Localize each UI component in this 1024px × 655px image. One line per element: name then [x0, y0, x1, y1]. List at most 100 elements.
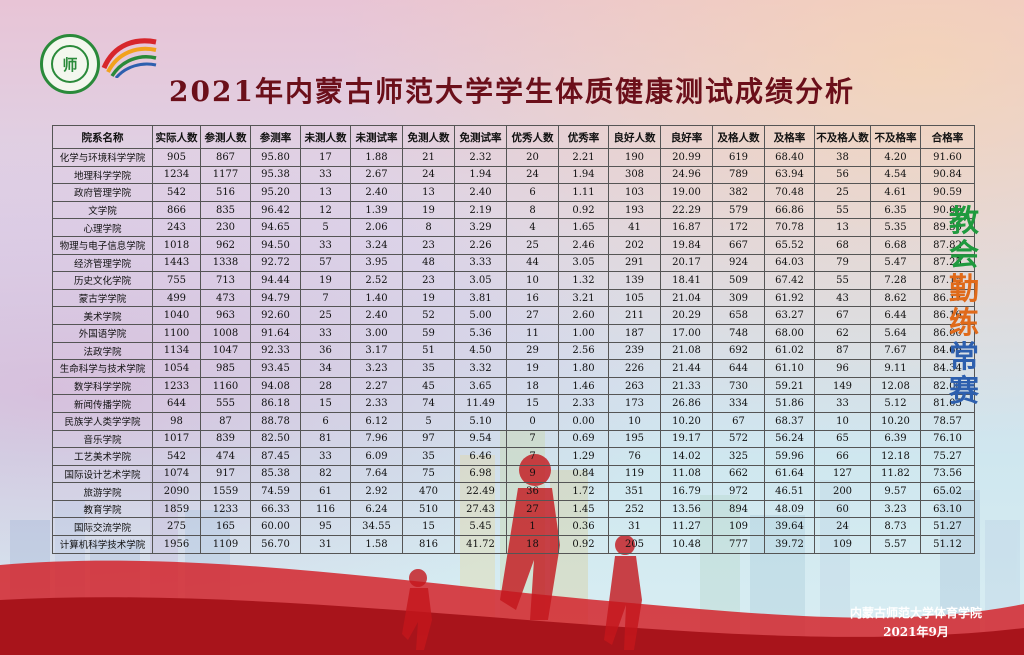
table-body: 化学与环境科学学院 905 867 95.80 17 1.88 21 2.32 20 2.21 19…	[52, 148, 975, 554]
department-name-cell: 经济管理学院	[52, 253, 153, 273]
department-name-cell: 美术学院	[52, 306, 153, 325]
table-cell: 127	[814, 464, 871, 484]
table-cell: 4.54	[870, 165, 921, 185]
table-cell: 41	[608, 218, 661, 237]
table-cell: 252	[608, 499, 661, 519]
table-row: 工艺美术学院 542 474 87.45 33 6.09 35 6.46 7 1.29 76 14.0…	[52, 447, 975, 466]
table-cell: 149	[814, 376, 871, 396]
table-cell: 13	[814, 218, 871, 237]
slogan-char: 赛	[949, 374, 979, 409]
table-cell: 230	[200, 218, 251, 237]
table-cell: 1054	[152, 359, 201, 378]
table-cell: 94.08	[250, 376, 301, 396]
table-cell: 23	[402, 271, 455, 290]
table-cell: 39.72	[764, 535, 815, 554]
table-cell: 1.94	[558, 165, 609, 185]
table-cell: 65	[814, 429, 871, 449]
table-cell: 34	[300, 359, 351, 378]
table-cell: 2.46	[558, 235, 609, 255]
table-cell: 499	[152, 288, 201, 308]
table-cell: 76.10	[920, 429, 975, 449]
table-cell: 1338	[200, 253, 251, 273]
table-cell: 68	[814, 235, 871, 255]
table-cell: 103	[608, 183, 661, 202]
table-cell: 73.56	[920, 464, 975, 484]
table-cell: 1.72	[558, 482, 609, 501]
table-cell: 16	[506, 288, 559, 308]
table-cell: 3.32	[454, 359, 507, 378]
table-cell: 35	[402, 447, 455, 466]
table-cell: 39.64	[764, 517, 815, 537]
table-cell: 894	[712, 499, 765, 519]
table-cell: 139	[608, 271, 661, 290]
table-cell: 474	[200, 447, 251, 466]
department-name-cell: 法政学院	[52, 341, 153, 361]
table-cell: 662	[712, 464, 765, 484]
table-cell: 470	[402, 482, 455, 501]
table-cell: 33	[300, 165, 351, 185]
department-name-cell: 化学与环境科学学院	[52, 148, 153, 167]
table-cell: 87.82	[920, 235, 975, 255]
table-cell: 5.64	[870, 323, 921, 343]
table-cell: 1134	[152, 341, 201, 361]
table-cell: 26.86	[660, 394, 713, 413]
table-cell: 555	[200, 394, 251, 413]
table-row: 国际设计艺术学院 1074 917 85.38 82 7.64 75 6.98 9 0.84 119…	[52, 464, 975, 484]
table-cell: 66.86	[764, 200, 815, 220]
table-cell: 1074	[152, 464, 201, 484]
table-cell: 905	[152, 148, 201, 167]
table-cell: 15	[506, 394, 559, 413]
table-cell: 1.46	[558, 376, 609, 396]
table-cell: 5	[402, 411, 455, 431]
table-cell: 1.40	[350, 288, 403, 308]
table-cell: 1.94	[454, 165, 507, 185]
table-cell: 692	[712, 341, 765, 361]
column-header: 未测人数	[300, 125, 351, 149]
table-cell: 21.44	[660, 359, 713, 378]
department-name-cell: 外国语学院	[52, 323, 153, 343]
table-cell: 5.12	[870, 394, 921, 413]
slogan-char: 常	[949, 340, 979, 375]
table-cell: 6.68	[870, 235, 921, 255]
table-cell: 18	[506, 535, 559, 554]
column-header: 良好人数	[608, 125, 661, 149]
table-cell: 82.50	[250, 429, 301, 449]
table-cell: 4.61	[870, 183, 921, 202]
table-cell: 211	[608, 306, 661, 325]
table-cell: 924	[712, 253, 765, 273]
table-cell: 1008	[200, 323, 251, 343]
table-cell: 7	[300, 288, 351, 308]
department-name-cell: 计算机科学技术学院	[52, 535, 153, 554]
results-table: 院系名称 实际人数 参测人数 参测率 未测人数 未测试率 免测人数 免测试率 优秀人数 优秀率 良好…	[52, 125, 975, 554]
table-cell: 19.17	[660, 429, 713, 449]
table-cell: 33	[300, 323, 351, 343]
table-cell: 572	[712, 429, 765, 449]
table-cell: 2.06	[350, 218, 403, 237]
table-cell: 70.78	[764, 218, 815, 237]
table-cell: 70.48	[764, 183, 815, 202]
table-cell: 2.40	[350, 306, 403, 325]
table-cell: 63.27	[764, 306, 815, 325]
table-cell: 1040	[152, 306, 201, 325]
table-cell: 109	[814, 535, 871, 554]
table-cell: 1.65	[558, 218, 609, 237]
footer: 内蒙古师范大学体育学院 2021年9月	[850, 604, 982, 642]
table-cell: 24.96	[660, 165, 713, 185]
column-header: 及格人数	[712, 125, 765, 149]
table-cell: 9	[506, 464, 559, 484]
department-name-cell: 文学院	[52, 200, 153, 220]
table-cell: 55	[814, 271, 871, 290]
table-cell: 202	[608, 235, 661, 255]
table-cell: 755	[152, 271, 201, 290]
table-cell: 43	[814, 288, 871, 308]
table-cell: 19.84	[660, 235, 713, 255]
table-cell: 86.18	[250, 394, 301, 413]
slogan-char: 练	[949, 306, 979, 341]
table-cell: 91.60	[920, 148, 975, 167]
table-cell: 3.33	[454, 253, 507, 273]
table-cell: 56.24	[764, 429, 815, 449]
table-row: 蒙古学学院 499 473 94.79 7 1.40 19 3.81 16 3.21 105 21.0…	[52, 288, 975, 308]
table-cell: 0.92	[558, 200, 609, 220]
table-cell: 509	[712, 271, 765, 290]
table-cell: 20.17	[660, 253, 713, 273]
